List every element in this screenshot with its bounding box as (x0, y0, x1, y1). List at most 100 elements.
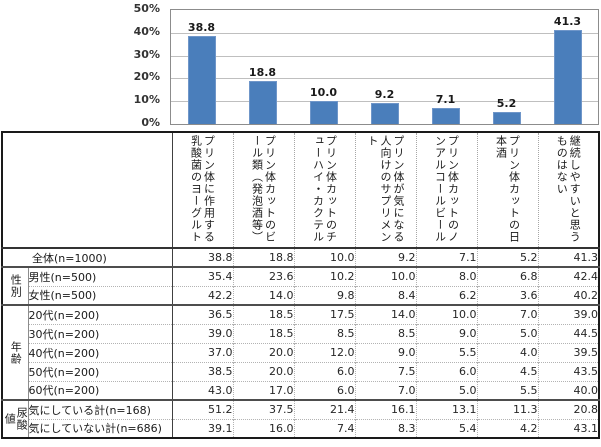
group-label: 年齢 (2, 304, 29, 400)
value-cell: 8.4 (354, 285, 416, 305)
bar-value-label: 18.8 (248, 66, 277, 80)
table-row: 女性(n=500) 42.2 14.0 9.8 8.4 6.2 3.6 40.2 (2, 285, 599, 305)
value-cell: 6.0 (415, 361, 477, 381)
value-cell: 5.2 (476, 248, 538, 267)
gridline (171, 78, 598, 80)
column-header-text: プリン体カットのビール類（発泡酒等） (250, 135, 277, 243)
table-row: 30代(n=200) 39.0 18.5 8.5 8.5 9.0 5.0 44.5 (2, 323, 599, 343)
table-row: 性別 男性(n=500) 35.4 23.6 10.2 10.0 8.0 6.8 42.4 (2, 266, 599, 305)
value-cell: 8.5 (354, 323, 416, 343)
value-cell: 10.0 (415, 304, 477, 324)
bar (187, 35, 216, 124)
value-cell: 5.0 (415, 380, 477, 400)
value-cell: 39.1 (172, 418, 233, 438)
bar-slot: 5.2 (476, 10, 537, 124)
bar (309, 101, 338, 124)
value-cell: 41.3 (537, 248, 599, 267)
column-header: プリン体に作用する乳酸菌のヨーグルト (171, 132, 233, 249)
table-row: 50代(n=200) 38.5 20.0 6.0 7.5 6.0 4.5 43.5 (2, 361, 599, 381)
data-table: プリン体に作用する乳酸菌のヨーグルト プリン体カットのビール類（発泡酒等） プリン体… (1, 131, 600, 439)
value-cell: 42.4 (537, 266, 599, 286)
value-cell: 37.5 (232, 399, 294, 419)
bar (553, 29, 582, 124)
value-cell: 7.4 (293, 418, 355, 438)
value-cell: 10.0 (354, 266, 416, 286)
bar-slot: 10.0 (293, 10, 354, 124)
y-tick-label: 0% (141, 116, 160, 129)
value-cell: 4.5 (476, 361, 538, 381)
bar (248, 81, 277, 124)
value-cell: 13.1 (415, 399, 477, 419)
value-cell: 40.0 (537, 380, 599, 400)
table-row: 年齢 20代(n=200) 36.5 18.5 17.5 14.0 10.0 7.0 39.0 (2, 304, 599, 400)
value-cell: 14.0 (232, 285, 294, 305)
bar-slot: 18.8 (232, 10, 293, 124)
value-cell: 8.5 (293, 323, 355, 343)
group-label-text: 年齢 (9, 340, 23, 365)
value-cell: 16.1 (354, 399, 416, 419)
value-cell: 51.2 (172, 399, 233, 419)
value-cell: 10.0 (293, 248, 355, 267)
row-label: 60代(n=200) (28, 380, 173, 400)
table-row: 気にしていない計(n=686) 39.1 16.0 7.4 8.3 5.4 4.2 43.1 (2, 418, 599, 438)
value-cell: 21.4 (293, 399, 355, 419)
group-label-text: 尿酸値 (3, 407, 28, 431)
value-cell: 5.4 (415, 418, 477, 438)
row-label: 20代(n=200) (28, 304, 173, 324)
value-cell: 35.4 (172, 266, 233, 286)
y-tick-label: 50% (133, 2, 160, 15)
gridline (171, 32, 598, 34)
row-label: 女性(n=500) (28, 285, 173, 305)
value-cell: 20.0 (232, 361, 294, 381)
column-header-text: プリン体カットの日本酒 (494, 135, 521, 243)
value-cell: 20.0 (232, 342, 294, 362)
value-cell: 6.2 (415, 285, 477, 305)
value-cell: 9.0 (415, 323, 477, 343)
table-row: 尿酸値 気にしている計(n=168) 51.2 37.5 21.4 16.1 13.1 11.… (2, 399, 599, 438)
value-cell: 36.5 (172, 304, 233, 324)
table-row: 60代(n=200) 43.0 17.0 6.0 7.0 5.0 5.5 40.0 (2, 380, 599, 400)
column-header-text: プリン体カットのノンアルコールビール (433, 135, 460, 243)
row-label: 全体(n=1000) (2, 248, 173, 267)
row-label: 30代(n=200) (28, 323, 173, 343)
row-label: 50代(n=200) (28, 361, 173, 381)
corner-cell (2, 132, 173, 249)
table-row: 全体(n=1000) 38.8 18.8 10.0 9.2 7.1 5.2 41.3 (2, 248, 599, 267)
value-cell: 6.0 (293, 380, 355, 400)
value-cell: 23.6 (232, 266, 294, 286)
row-label: 40代(n=200) (28, 342, 173, 362)
value-cell: 7.5 (354, 361, 416, 381)
group-label: 性別 (2, 266, 29, 305)
value-cell: 9.2 (354, 248, 416, 267)
value-cell: 43.1 (537, 418, 599, 438)
value-cell: 7.0 (476, 304, 538, 324)
value-cell: 6.8 (476, 266, 538, 286)
value-cell: 12.0 (293, 342, 355, 362)
value-cell: 39.5 (537, 342, 599, 362)
column-header-text: プリン体が気になる人向けのサプリメント (366, 135, 405, 243)
bar (492, 112, 521, 124)
value-cell: 9.8 (293, 285, 355, 305)
value-cell: 40.2 (537, 285, 599, 305)
row-label: 気にしている計(n=168) (28, 399, 173, 419)
group-label: 尿酸値 (2, 399, 29, 438)
y-tick-label: 40% (133, 24, 160, 38)
bar-value-label: 10.0 (309, 86, 338, 100)
value-cell: 39.0 (537, 304, 599, 324)
header-row: プリン体に作用する乳酸菌のヨーグルト プリン体カットのビール類（発泡酒等） プリン体… (2, 132, 599, 249)
value-cell: 10.2 (293, 266, 355, 286)
value-cell: 44.5 (537, 323, 599, 343)
column-header-text: プリン体カットのチューハイ・カクテル (311, 135, 338, 243)
value-cell: 11.3 (476, 399, 538, 419)
bar-slot: 41.3 (537, 10, 598, 124)
row-label: 気にしていない計(n=686) (28, 418, 173, 438)
bar (431, 107, 460, 124)
value-cell: 14.0 (354, 304, 416, 324)
bar-chart: 0% 10% 20% 30% 40% 50% 38.8 18.8 10.0 9.2 7.1 5.2 4… (0, 0, 601, 131)
value-cell: 18.5 (232, 304, 294, 324)
value-cell: 18.5 (232, 323, 294, 343)
value-cell: 7.1 (415, 248, 477, 267)
value-cell: 17.5 (293, 304, 355, 324)
gridline (171, 101, 598, 103)
